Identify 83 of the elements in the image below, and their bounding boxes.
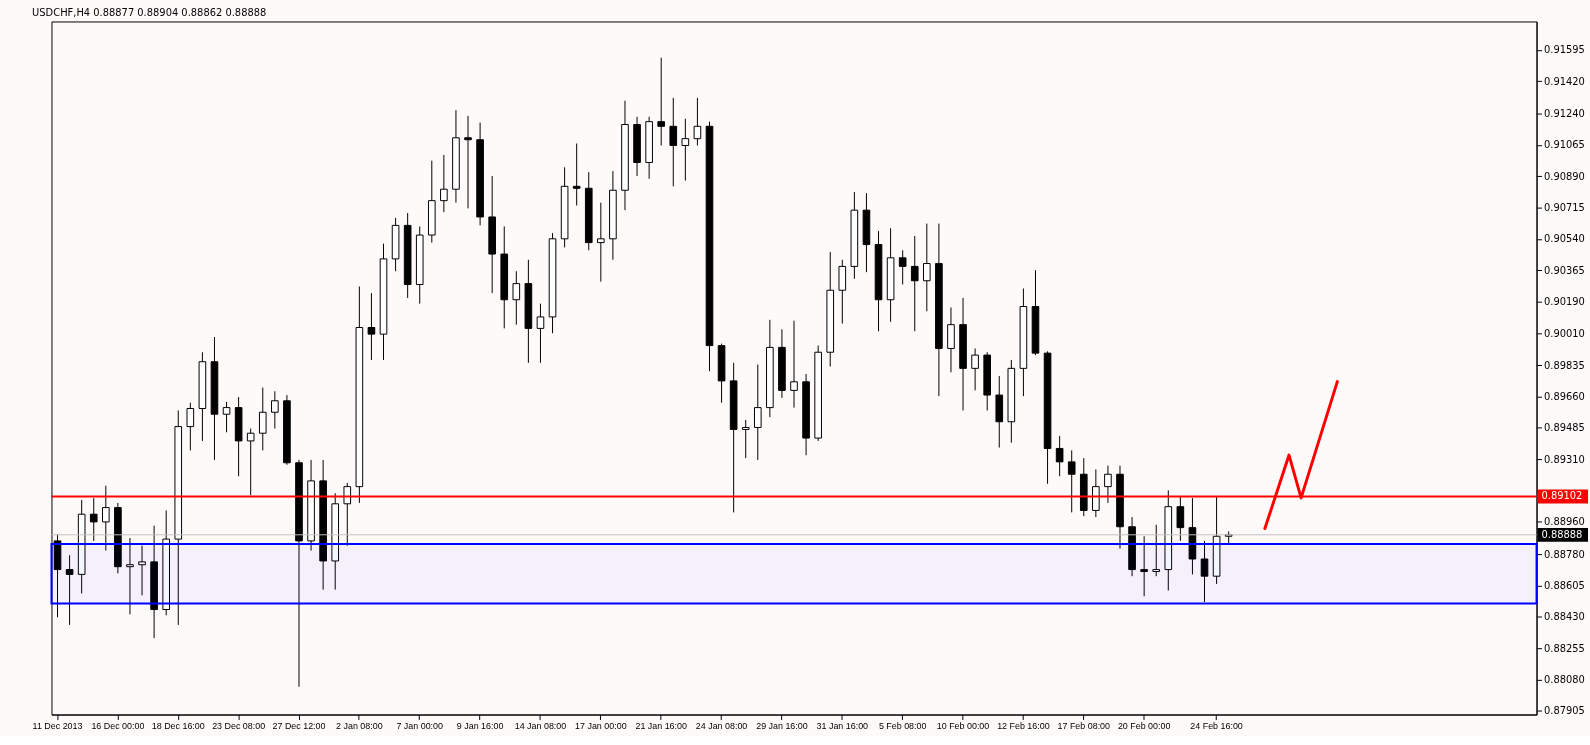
x-tick-label: 17 Jan 00:00	[575, 720, 627, 731]
candlestick	[741, 419, 750, 459]
candlestick	[246, 428, 255, 496]
y-tick-label: 0.88255	[1543, 642, 1585, 654]
candlestick	[947, 306, 955, 373]
x-tick-label: 24 Feb 16:00	[1190, 720, 1243, 731]
candlestick	[1055, 435, 1064, 477]
chart-title: USDCHF,H4 0.88877 0.88904 0.88862 0.88888	[32, 6, 267, 18]
y-tick-label: 0.90190	[1543, 295, 1585, 307]
candlestick	[440, 154, 448, 213]
x-tick-label: 18 Dec 16:00	[151, 720, 205, 731]
y-tick-label: 0.88430	[1543, 611, 1585, 623]
y-tick-label: 0.90365	[1543, 264, 1585, 276]
candlestick	[971, 347, 979, 391]
x-tick-label: 24 Jan 08:00	[695, 720, 748, 731]
candlestick	[572, 143, 581, 206]
x-tick-label: 20 Feb 00:00	[1117, 720, 1171, 731]
candlestick	[367, 292, 376, 361]
candlestick	[1152, 524, 1161, 577]
y-tick-label: 0.91420	[1543, 75, 1585, 87]
y-tick-label: 0.90010	[1543, 328, 1585, 340]
candlestick	[753, 364, 762, 461]
candlestick	[1200, 540, 1209, 603]
x-tick-label: 27 Dec 12:00	[272, 720, 326, 731]
candlestick	[898, 249, 907, 286]
candlestick	[923, 223, 931, 312]
candlestick	[343, 482, 352, 547]
y-tick-label: 0.90715	[1543, 201, 1585, 213]
candlestick	[1176, 495, 1185, 542]
y-tick-label: 0.88780	[1543, 548, 1585, 560]
x-tick-label: 23 Dec 08:00	[212, 720, 266, 731]
candlestick	[838, 259, 847, 325]
candlestick	[89, 497, 98, 542]
candlestick	[186, 402, 195, 451]
x-tick-label: 21 Jan 16:00	[635, 720, 687, 731]
candlestick	[693, 97, 702, 146]
y-tick-label: 0.90540	[1543, 233, 1585, 245]
candlestick	[512, 270, 521, 326]
candlestick	[669, 97, 678, 187]
x-tick-label: 10 Feb 00:00	[936, 720, 990, 731]
candlestick	[258, 387, 267, 451]
x-tick-label: 5 Feb 08:00	[878, 720, 927, 731]
candlestick	[271, 390, 279, 430]
candlestick	[464, 115, 472, 209]
y-tick-label: 0.88960	[1543, 516, 1585, 528]
ref-line-label: 0.88888	[1541, 528, 1583, 540]
x-tick-label: 11 Dec 2013	[32, 720, 83, 731]
candlestick	[222, 401, 231, 433]
candlestick	[1067, 449, 1076, 513]
x-tick-label: 31 Jan 16:00	[816, 720, 869, 731]
x-tick-label: 17 Feb 08:00	[1057, 720, 1111, 731]
candlestick	[1104, 465, 1112, 504]
y-tick-label: 0.89485	[1543, 422, 1585, 434]
ref-line-label: 0.89102	[1541, 490, 1583, 502]
candlestick	[790, 320, 798, 409]
candlestick	[597, 202, 605, 283]
y-tick-label: 0.91595	[1543, 44, 1585, 56]
y-tick-label: 0.90890	[1543, 170, 1585, 182]
y-tick-label: 0.91240	[1543, 107, 1585, 119]
x-tick-label: 2 Jan 08:00	[336, 720, 383, 731]
x-tick-label: 29 Jan 16:00	[756, 720, 808, 731]
candlestick	[910, 235, 919, 332]
candlestick	[101, 485, 110, 552]
candlestick	[126, 537, 134, 615]
y-tick-label: 0.89835	[1543, 359, 1585, 371]
x-tick-label: 9 Jan 16:00	[456, 720, 504, 731]
candlestick	[1092, 468, 1100, 518]
y-tick-label: 0.91065	[1543, 139, 1585, 151]
y-tick-label: 0.89310	[1543, 453, 1585, 465]
x-tick-label: 16 Dec 00:00	[91, 720, 145, 731]
candlestick	[536, 303, 545, 364]
candlestick	[138, 545, 146, 596]
y-tick-label: 0.87905	[1543, 705, 1585, 717]
y-tick-label: 0.88080	[1543, 674, 1585, 686]
candlestick	[657, 57, 666, 146]
y-tick-label: 0.88605	[1543, 579, 1585, 591]
candlestick	[1140, 535, 1148, 597]
candlestick	[65, 554, 74, 626]
x-tick-label: 7 Jan 00:00	[396, 720, 444, 731]
y-tick-label: 0.89660	[1543, 390, 1585, 402]
x-tick-label: 12 Feb 16:00	[997, 720, 1050, 731]
candlestick	[681, 118, 690, 182]
x-tick-label: 14 Jan 08:00	[514, 720, 567, 731]
